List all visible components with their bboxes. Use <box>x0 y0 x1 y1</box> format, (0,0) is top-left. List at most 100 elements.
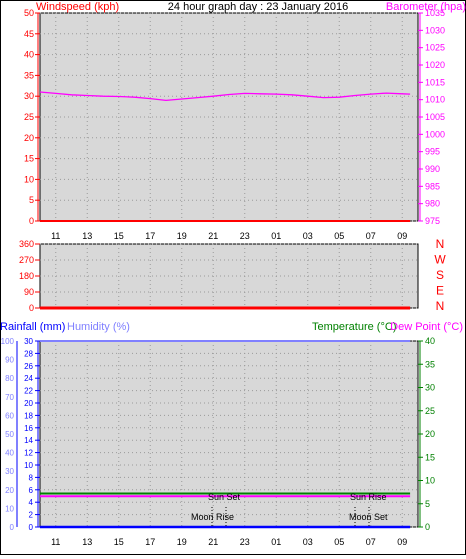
bottom-time-label: 11 <box>51 537 60 547</box>
barometer-tick-label: 980 <box>425 199 440 209</box>
barometer-tick-label: 1035 <box>425 8 445 18</box>
top-time-label: 17 <box>145 231 155 241</box>
barometer-tick-label: 995 <box>425 147 440 157</box>
humidity-tick-label: 20 <box>5 486 14 495</box>
windspeed-tick-label: 50 <box>24 8 34 18</box>
sun-rise-label: Sun Rise <box>350 492 387 502</box>
compass-letter: W <box>434 253 446 267</box>
windspeed-tick-label: 30 <box>24 91 34 101</box>
bottom-time-label: 09 <box>397 537 407 547</box>
barometer-tick-label: 990 <box>425 164 440 174</box>
barometer-tick-label: 1020 <box>425 60 445 70</box>
bottom-time-label: 07 <box>366 537 376 547</box>
humidity-tick-label: 90 <box>5 356 14 365</box>
top-time-label: 15 <box>114 231 124 241</box>
humidity-tick-label: 30 <box>5 467 14 476</box>
temperature-axis-label: Temperature (°C) <box>312 321 396 333</box>
bottom-time-label: 01 <box>271 537 281 547</box>
direction-tick-label: 360 <box>19 239 34 249</box>
rainfall-tick-label: 20 <box>24 399 33 408</box>
rain-temp-panel: 0102030405060708090100024681012141618202… <box>1 336 435 547</box>
temperature-tick-label: 10 <box>425 476 435 486</box>
bottom-time-label: 05 <box>334 537 344 547</box>
barometer-tick-label: 1010 <box>425 95 445 105</box>
chart-title: 24 hour graph day : 23 January 2016 <box>168 1 348 13</box>
barometer-axis-label: Barometer (hpa) <box>386 1 466 13</box>
rainfall-tick-label: 16 <box>24 424 33 433</box>
windspeed-tick-label: 15 <box>24 154 34 164</box>
rainfall-tick-label: 6 <box>29 486 34 495</box>
top-time-label: 05 <box>334 231 344 241</box>
humidity-tick-label: 50 <box>5 430 14 439</box>
humidity-tick-label: 40 <box>5 449 14 458</box>
bottom-time-label: 03 <box>303 537 313 547</box>
temperature-tick-label: 15 <box>425 452 435 462</box>
windspeed-tick-label: 20 <box>24 133 34 143</box>
humidity-tick-label: 70 <box>5 393 14 402</box>
windspeed-axis-label: Windspeed (kph) <box>36 1 119 13</box>
compass-letter: N <box>436 299 445 313</box>
rainfall-tick-label: 2 <box>29 511 34 520</box>
mid-plot-area <box>39 243 419 309</box>
windspeed-tick-label: 45 <box>24 29 34 39</box>
barometer-tick-label: 975 <box>425 216 440 226</box>
barometer-tick-label: 1000 <box>425 129 445 139</box>
barometer-tick-label: 1015 <box>425 77 445 87</box>
direction-tick-label: 180 <box>19 271 34 281</box>
dewpoint-axis-label: Dew Point (°C) <box>390 321 463 333</box>
rainfall-tick-label: 28 <box>24 349 33 358</box>
rainfall-tick-label: 12 <box>24 449 33 458</box>
bottom-time-label: 23 <box>240 537 250 547</box>
rainfall-tick-label: 26 <box>24 362 33 371</box>
rainfall-tick-label: 30 <box>24 337 33 346</box>
temperature-tick-label: 20 <box>425 429 435 439</box>
rainfall-tick-label: 8 <box>29 473 34 482</box>
top-time-label: 03 <box>303 231 313 241</box>
top-plot-area <box>39 12 419 222</box>
direction-tick-label: 270 <box>19 255 34 265</box>
bottom-time-label: 15 <box>114 537 124 547</box>
temperature-tick-label: 30 <box>425 383 435 393</box>
windspeed-tick-label: 5 <box>29 195 34 205</box>
humidity-axis-label: Humidity (%) <box>67 321 130 333</box>
bottom-time-label: 19 <box>177 537 187 547</box>
bottom-time-label: 13 <box>82 537 92 547</box>
top-time-label: 07 <box>366 231 376 241</box>
direction-tick-label: 90 <box>24 287 34 297</box>
rainfall-tick-label: 24 <box>24 374 33 383</box>
bottom-time-label: 21 <box>208 537 218 547</box>
top-time-label: 01 <box>271 231 281 241</box>
temperature-tick-label: 5 <box>425 499 430 509</box>
barometer-tick-label: 1005 <box>425 112 445 122</box>
humidity-tick-label: 0 <box>10 523 15 532</box>
compass-letter: E <box>436 284 444 298</box>
temperature-tick-label: 25 <box>425 406 435 416</box>
barometer-tick-label: 985 <box>425 181 440 191</box>
windspeed-tick-label: 25 <box>24 112 34 122</box>
bottom-time-label: 17 <box>145 537 155 547</box>
sun-set-label: Sun Set <box>208 492 241 502</box>
top-time-label: 21 <box>208 231 218 241</box>
rainfall-tick-label: 4 <box>29 498 34 507</box>
barometer-tick-label: 1030 <box>425 25 445 35</box>
rainfall-tick-label: 22 <box>24 387 33 396</box>
rainfall-tick-label: 0 <box>29 523 34 532</box>
rainfall-tick-label: 10 <box>24 461 33 470</box>
top-time-label: 11 <box>51 231 60 241</box>
temperature-tick-label: 0 <box>425 522 430 532</box>
top-time-label: 09 <box>397 231 407 241</box>
wind-pressure-panel: 0510152025303540455097598098599099510001… <box>24 8 445 241</box>
top-time-label: 19 <box>177 231 187 241</box>
top-time-label: 23 <box>240 231 250 241</box>
barometer-tick-label: 1025 <box>425 43 445 53</box>
rainfall-axis-label: Rainfall (mm) <box>0 321 65 333</box>
moon-set-label: Moon Set <box>349 512 388 522</box>
rainfall-tick-label: 14 <box>24 436 33 445</box>
windspeed-tick-label: 35 <box>24 70 34 80</box>
windspeed-tick-label: 0 <box>29 216 34 226</box>
compass-letter: N <box>436 237 445 251</box>
temperature-tick-label: 35 <box>425 359 435 369</box>
